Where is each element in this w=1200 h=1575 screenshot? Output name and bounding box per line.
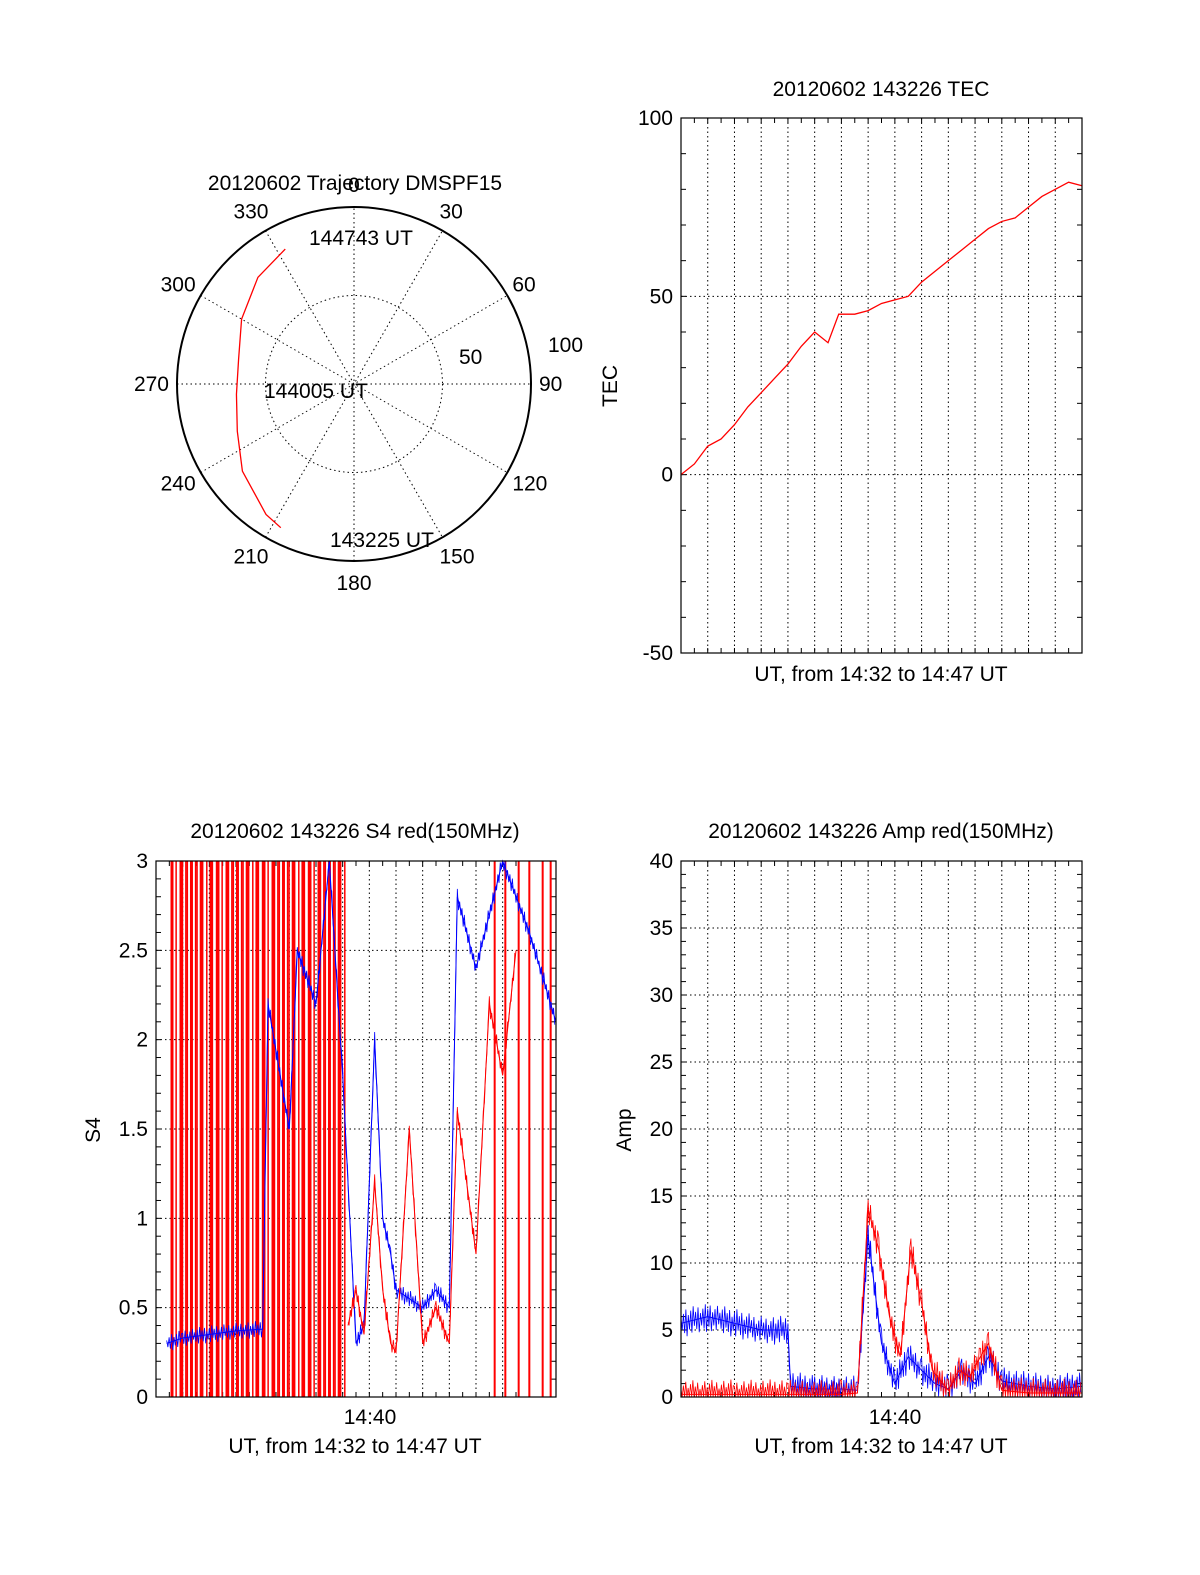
y-tick-label: 2 [136,1029,148,1052]
s4-series [166,859,557,1397]
series-line-0 [680,181,1083,476]
polar-angle-label: 180 [336,572,371,595]
amp-grid [681,861,1082,1397]
series-noise-1 [347,952,516,1354]
series-noise-0 [166,860,556,1351]
y-tick-label: 0 [136,1386,148,1409]
s4-y-ticks: 3 2.5 2 1.5 1 0.5 0 [119,850,556,1409]
polar-angle-label: 30 [440,201,463,224]
y-tick-label: 0.5 [119,1297,148,1320]
y-tick-label: 1.5 [119,1118,148,1141]
y-tick-label: 50 [650,285,673,308]
y-tick-label: 20 [650,1118,673,1141]
y-tick-label: 2.5 [119,939,148,962]
polar-angle-label: 210 [233,545,268,568]
polar-series [235,248,286,529]
point-label-144743: 144743 UT [309,227,413,250]
amp-chart: 20120602 143226 Amp red(150MHz) 40 35 30 25… [613,820,1083,1458]
tec-xlabel: UT, from 14:32 to 14:47 UT [754,663,1007,686]
polar-spoke [265,230,443,538]
point-label-144005: 144005 UT [264,380,368,403]
s4-title: 20120602 143226 S4 red(150MHz) [190,820,519,843]
y-tick-label: 0 [661,464,673,487]
polar-angle-label: 120 [512,473,547,496]
polar-angle-label: 0 [348,174,360,197]
amp-xlabel: UT, from 14:32 to 14:47 UT [754,1435,1007,1458]
polar-angle-label: 90 [539,373,562,396]
polar-angle-label: 330 [233,201,268,224]
y-tick-label: 5 [661,1319,673,1342]
tec-grid [681,118,1082,653]
polar-angle-label: 60 [512,274,535,297]
trajectory-line [235,248,286,529]
series-line-1 [681,1209,1082,1395]
tec-y-ticks: 100 50 0 -50 [638,107,1082,665]
tec-title: 20120602 143226 TEC [773,78,990,101]
polar-grid [176,206,532,562]
y-tick-label: 40 [650,850,673,873]
amp-series [680,1199,1083,1398]
polar-angle-labels: 0 30 60 90 120 150 180 210 240 270 300 330 50 100 [134,174,583,595]
y-tick-label: 30 [650,984,673,1007]
y-tick-label: 1 [136,1207,148,1230]
s4-frame [155,860,557,1398]
s4-xlabel: UT, from 14:32 to 14:47 UT [228,1435,481,1458]
polar-radial-label-100: 100 [548,334,583,357]
y-tick-label: 25 [650,1051,673,1074]
tec-series [680,181,1083,476]
point-label-143225: 143225 UT [330,529,434,552]
y-tick-label: 100 [638,107,673,130]
polar-title: 20120602 Trajectory DMSPF15 [208,172,502,195]
polar-angle-label: 240 [161,473,196,496]
polar-angle-label: 300 [161,274,196,297]
y-tick-label: 3 [136,850,148,873]
polar-angle-label: 270 [134,373,169,396]
y-tick-label: 0 [661,1386,673,1409]
y-tick-label: -50 [643,642,673,665]
amp-frame [680,860,1083,1398]
series-noise-0 [680,1225,1082,1398]
y-tick-label: 15 [650,1185,673,1208]
y-tick-label: 35 [650,917,673,940]
s4-ylabel: S4 [82,1117,105,1143]
tec-ylabel: TEC [599,365,622,407]
amp-xtick-1440: 14:40 [869,1406,922,1429]
polar-radial-label-50: 50 [459,346,482,369]
polar-angle-label: 150 [440,545,475,568]
series-line-0 [166,859,557,1344]
y-tick-label: 10 [650,1252,673,1275]
amp-title: 20120602 143226 Amp red(150MHz) [708,820,1054,843]
series-noise-1 [680,1199,1082,1398]
s4-xtick-1440: 14:40 [344,1406,397,1429]
polar-trajectory-chart: 20120602 Trajectory DMSPF15 0 30 60 90 120 15… [134,172,583,595]
tec-frame [680,117,1083,654]
tec-chart: 20120602 143226 TEC 100 50 0 -50 UT, from 1… [599,78,1083,686]
s4-chart: 20120602 143226 S4 red(150MHz) 3 2.5 2 1.5 1… [82,820,557,1458]
amp-ylabel: Amp [613,1108,636,1151]
